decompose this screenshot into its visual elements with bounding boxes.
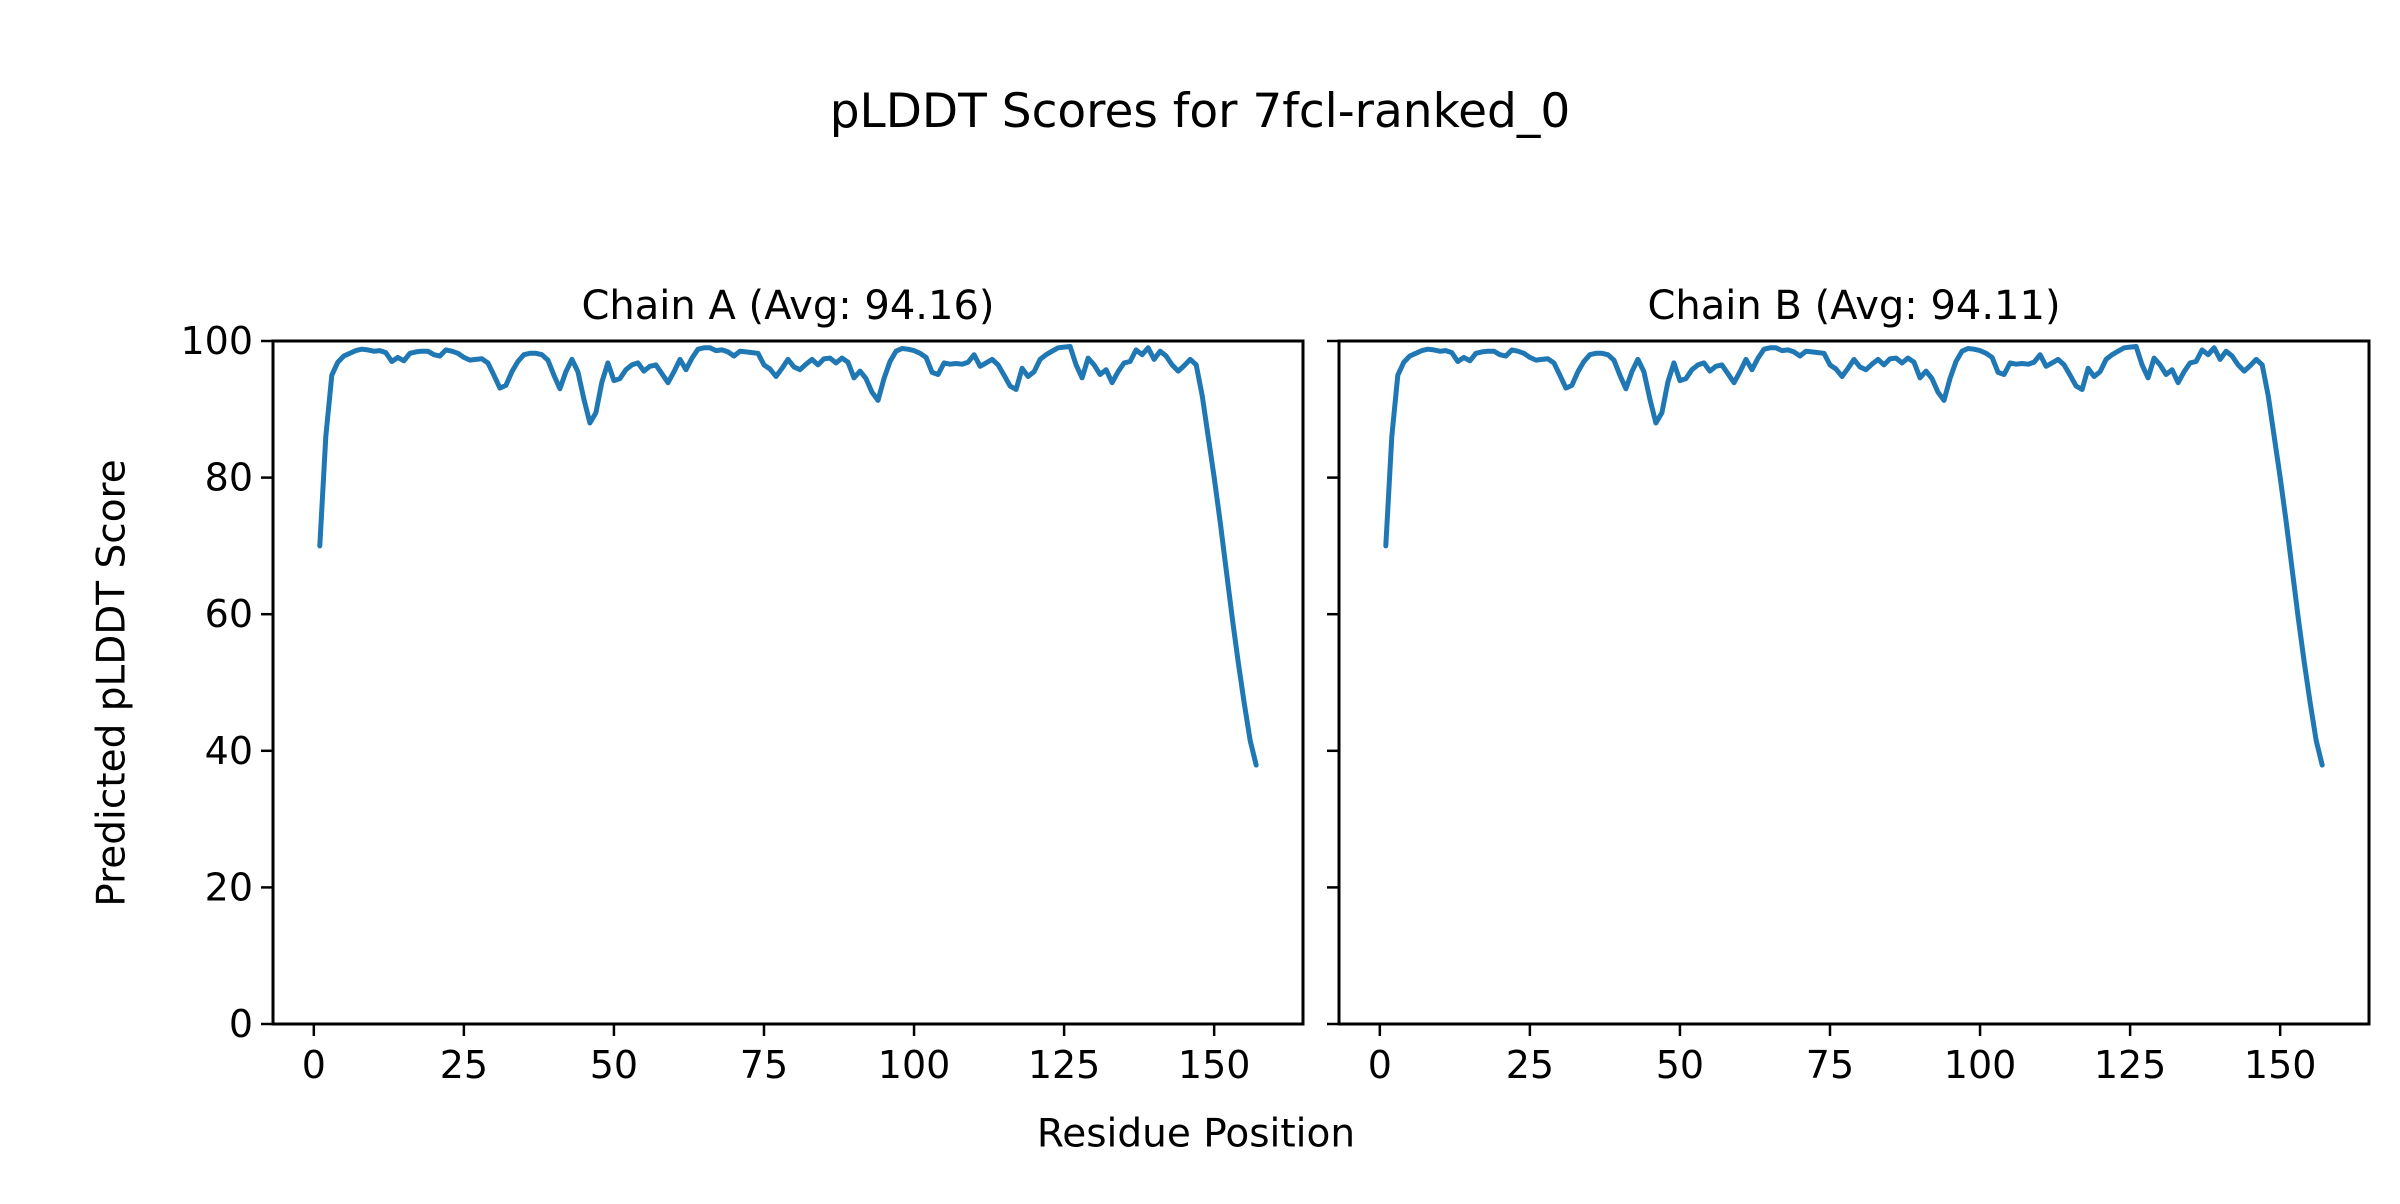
- plddt-line-chain-b: [1383, 344, 2325, 768]
- axes-frame: [1337, 339, 2371, 1026]
- x-tick-label: 150: [2244, 1043, 2317, 1087]
- axes-frame: [271, 339, 1305, 1026]
- x-tick-label: 25: [1506, 1043, 1554, 1087]
- subplot-chain-a: 0 25 50 75 100 125 150 0 20 40 60 80 100 Chain A (Avg…: [180, 283, 1305, 1087]
- axes-title-chain-b: Chain B (Avg: 94.11): [1647, 283, 2060, 329]
- x-tick-label: 50: [1656, 1043, 1704, 1087]
- x-tick-label: 125: [2094, 1043, 2167, 1087]
- y-axis-label: Predicted pLDDT Score: [89, 459, 135, 907]
- y-tick-label: 80: [205, 456, 253, 500]
- x-tick-label: 150: [1178, 1043, 1251, 1087]
- y-tick-label: 20: [205, 865, 253, 909]
- subplot-chain-b: 0 25 50 75 100 125 150 Chain B (Avg: 94.11): [1327, 283, 2371, 1087]
- axes-title-chain-a: Chain A (Avg: 94.16): [581, 283, 994, 329]
- x-axis-label: Residue Position: [1036, 1111, 1356, 1157]
- figure-title: pLDDT Scores for 7fcl-ranked_0: [829, 84, 1571, 139]
- y-tick-label: 60: [205, 592, 253, 636]
- y-tick-label: 40: [205, 729, 253, 773]
- x-tick-label: 100: [878, 1043, 951, 1087]
- y-tick-label: 100: [180, 319, 253, 363]
- x-tick-label: 50: [590, 1043, 638, 1087]
- x-tick-label: 75: [740, 1043, 788, 1087]
- y-tick-label: 0: [229, 1002, 253, 1046]
- x-tick-label: 75: [1806, 1043, 1854, 1087]
- x-tick-label: 25: [440, 1043, 488, 1087]
- x-tick-label: 100: [1944, 1043, 2017, 1087]
- plddt-line-chain-a: [317, 344, 1259, 768]
- x-tick-label: 125: [1028, 1043, 1101, 1087]
- x-tick-label: 0: [1368, 1043, 1392, 1087]
- x-tick-label: 0: [302, 1043, 326, 1087]
